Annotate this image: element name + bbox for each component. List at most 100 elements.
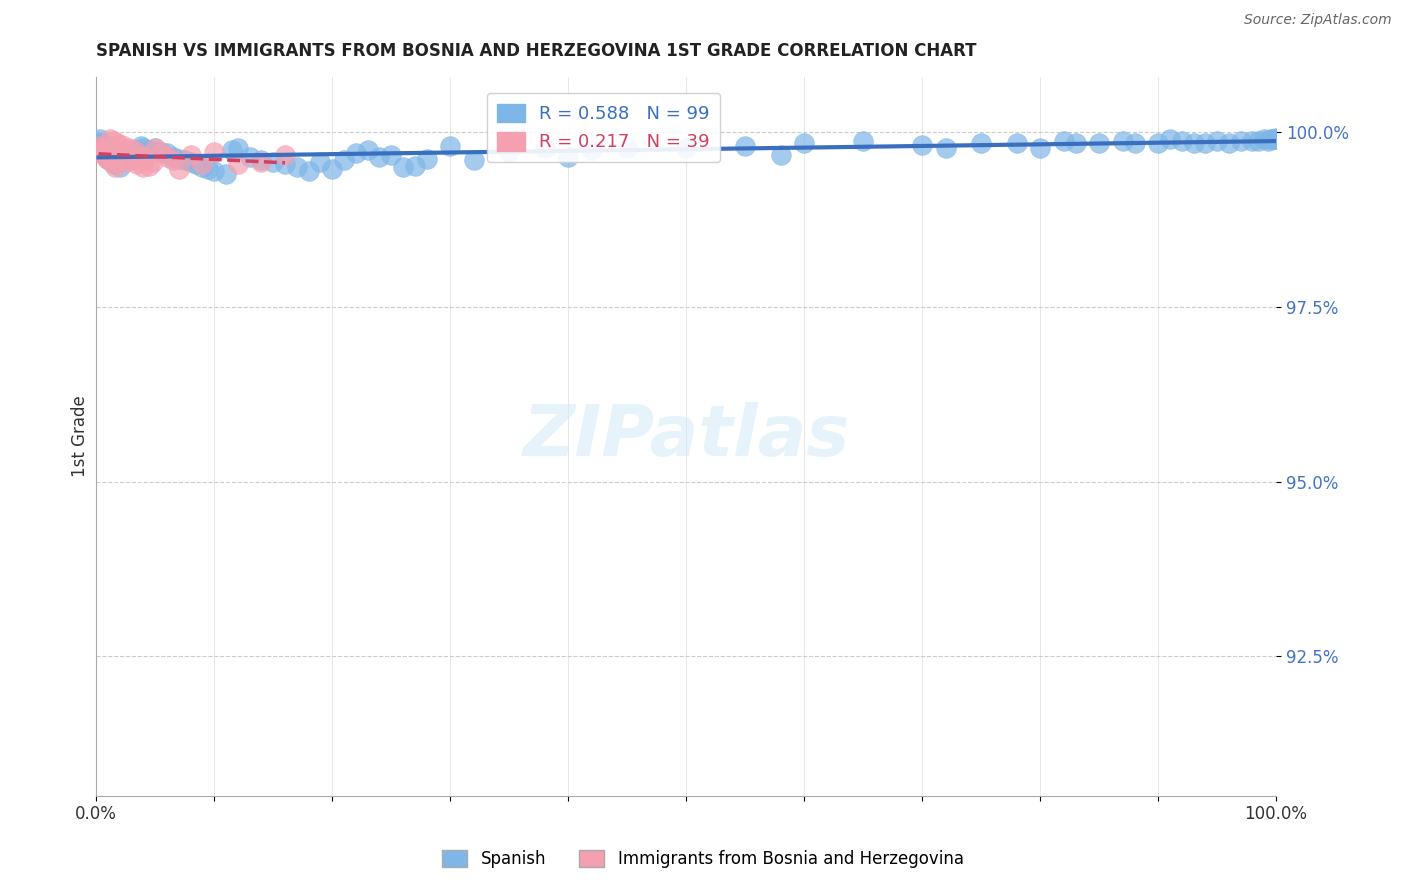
Point [404,159,426,173]
Point [616,141,638,155]
Point [274,157,297,171]
Point [1206,134,1229,148]
Point [1088,136,1111,150]
Point [96,152,118,166]
Point [1263,132,1285,146]
Point [104,153,127,168]
Point [135,150,157,164]
Point [104,161,127,175]
Point [415,152,437,166]
Point [98,132,121,146]
Point [557,150,579,164]
Point [94,146,117,161]
Point [89,141,111,155]
Point [138,159,160,173]
Point [108,153,131,168]
Point [162,153,184,168]
Point [114,150,136,164]
Point [1159,132,1181,146]
Point [1218,136,1240,150]
Point [1264,132,1286,146]
Point [90,139,112,153]
Point [221,143,243,157]
Point [98,153,121,168]
Point [129,139,152,153]
Point [111,148,134,162]
Point [215,167,238,181]
Point [87,136,110,150]
Point [1258,132,1281,146]
Point [91,143,114,157]
Point [1182,136,1205,150]
Point [274,148,297,162]
Point [734,139,756,153]
Point [368,150,391,164]
Point [100,154,122,169]
Point [103,157,125,171]
Point [911,138,934,153]
Point [96,148,118,162]
Point [1005,136,1028,150]
Point [309,154,332,169]
Point [129,148,152,162]
Point [935,141,957,155]
Point [114,154,136,169]
Point [167,152,190,166]
Point [1029,141,1052,155]
Point [107,150,129,164]
Point [581,143,603,157]
Point [132,141,155,155]
Point [191,157,214,171]
Point [91,145,114,159]
Point [1257,134,1279,148]
Point [127,157,149,171]
Point [138,143,160,157]
Point [239,150,262,164]
Point [250,153,273,168]
Point [90,136,112,150]
Point [202,164,225,178]
Point [186,157,208,171]
Y-axis label: 1st Grade: 1st Grade [72,395,89,477]
Point [143,141,166,155]
Point [1247,134,1270,148]
Point [533,141,555,155]
Point [1265,131,1288,145]
Text: ZIPatlas: ZIPatlas [523,401,849,471]
Point [333,153,356,168]
Point [91,145,114,159]
Point [180,154,202,169]
Point [132,161,155,175]
Point [197,161,219,176]
Point [1261,132,1284,146]
Point [356,143,378,157]
Point [769,148,792,162]
Point [1253,132,1275,146]
Point [226,157,249,171]
Point [1265,132,1288,146]
Point [108,161,131,175]
Point [97,148,120,162]
Point [143,141,166,155]
Point [122,143,145,157]
Point [1147,136,1170,150]
Point [107,154,129,169]
Point [1112,134,1135,148]
Point [970,136,993,150]
Point [321,161,343,176]
Point [191,161,214,175]
Point [793,136,815,150]
Point [226,141,249,155]
Point [91,139,114,153]
Point [1053,134,1076,148]
Point [107,136,129,150]
Point [162,150,184,164]
Point [89,136,111,150]
Point [1229,134,1251,148]
Point [202,145,225,159]
Point [111,138,134,153]
Point [121,143,143,157]
Point [439,139,461,153]
Point [91,146,114,161]
Point [498,145,520,159]
